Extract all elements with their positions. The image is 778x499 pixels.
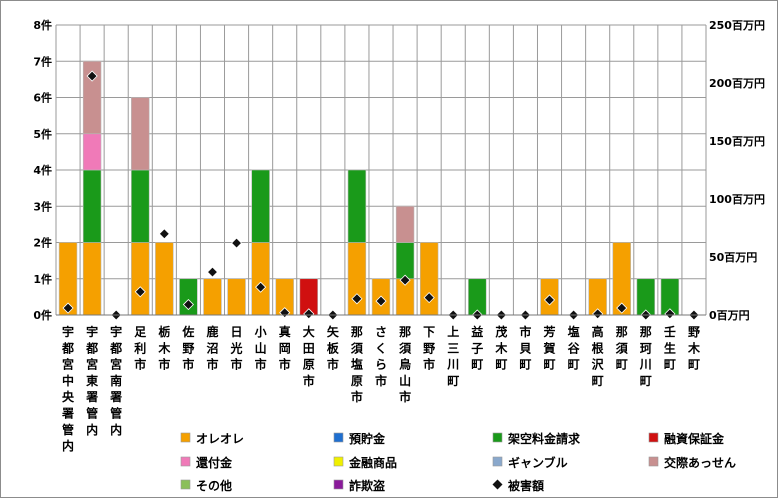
y2-tick-label: 50百万円 [709,251,757,264]
legend-swatch [180,432,191,443]
category-label: 宇都宮東署管内 [85,324,98,437]
category-label: 佐野市 [181,324,194,372]
category-label: 小山市 [255,324,267,372]
y2-tick-label: 0百万円 [709,309,750,322]
bar-segment [155,242,174,316]
damage-marker [616,302,628,314]
bar-segment [251,242,270,316]
category-label: 日光市 [230,325,243,372]
category-label: 矢板市 [327,324,340,372]
category-label: 鹿沼市 [206,324,218,372]
y-tick-label: 6件 [33,91,52,105]
category-label: 那須烏山市 [398,325,412,404]
y-tick-label: 5件 [33,127,52,141]
bar-segment [419,242,439,316]
damage-marker [543,294,556,306]
damage-marker [592,308,604,320]
category-label: 上三川町 [446,324,459,388]
damage-marker [134,286,146,298]
legend-label: 詐欺盗 [349,478,385,493]
legend-swatch [333,432,344,443]
legend-label: 架空料金請求 [507,431,581,446]
bar-segment [131,97,150,171]
y-tick-label: 8件 [33,18,52,32]
category-label: 壬生町 [664,324,676,372]
y2-tick-label: 100百万円 [709,193,765,206]
category-label: 足利市 [134,325,146,372]
bar-segment [251,169,270,243]
category-label: 大田原市 [303,324,315,388]
legend-label: 融資保証金 [664,431,725,446]
y-tick-label: 3件 [33,199,52,213]
legend-label: 還付金 [196,455,233,470]
y2-tick-label: 200百万円 [709,77,765,90]
damage-marker [206,266,219,278]
legend-swatch [180,479,191,490]
y2-tick-label: 250百万円 [709,19,765,32]
bar-segment [131,242,150,316]
damage-marker [399,274,411,286]
damage-marker [86,70,98,82]
legend-label: 預貯金 [349,431,386,446]
category-label: 野木町 [687,325,701,372]
legend-label: 金融商品 [348,455,397,470]
legend-label: その他 [196,478,232,493]
category-label: 那珂川町 [639,325,652,388]
category-label: 下野市 [423,325,435,372]
bar-segment [395,205,415,243]
legend-swatch [333,479,344,490]
damage-marker [303,308,315,320]
damage-marker [351,293,363,305]
bar-segment [82,60,102,135]
bar-segment [395,242,415,280]
damage-marker [664,308,676,320]
legend-label: 被害額 [508,478,544,493]
legend-label: オレオレ [196,432,244,446]
legend-label: ギャンブル [508,455,568,470]
bar-segment [347,169,367,243]
category-label: 塩谷町 [568,324,581,372]
legend-swatch [648,432,659,443]
bar-segment [227,278,246,316]
category-label: 宇都宮中央署管内 [61,324,75,453]
legend-swatch [333,456,344,467]
category-label: 市貝町 [519,324,531,372]
category-label: 那須塩原市 [350,325,364,404]
category-label: さくら市 [375,325,387,388]
y2-tick-label: 150百万円 [709,135,765,148]
damage-marker [255,281,267,293]
category-label: 益子町 [471,324,483,372]
category-label: 芳賀町 [543,324,556,372]
category-label: 茂木町 [494,324,508,372]
damage-marker [423,292,435,304]
bar-segment [82,169,102,243]
damage-marker [182,298,194,311]
legend-swatch [492,432,503,443]
y-tick-label: 1件 [33,272,52,286]
y-tick-label: 7件 [33,54,52,68]
damage-marker [375,295,387,307]
category-label: 那須町 [615,325,629,372]
bar-segment [131,169,150,243]
bar-segment [82,133,102,171]
legend-swatch [648,456,659,467]
damage-marker [158,228,170,240]
damage-marker [230,237,243,249]
y-tick-label: 4件 [33,163,52,177]
y-tick-label: 2件 [33,236,52,250]
legend-swatch [492,479,503,490]
category-label: 真岡市 [279,324,291,372]
bar-segment [203,278,222,316]
legend-label: 交際あっせん [664,455,736,470]
category-label: 宇都宮南署管内 [109,324,122,437]
bar-segment [82,242,102,316]
category-label: 高根沢町 [592,324,605,388]
category-label: 栃木市 [157,324,171,372]
legend-swatch [180,456,191,467]
damage-marker [62,302,74,314]
y-tick-label: 0件 [33,308,52,322]
legend-swatch [492,456,503,467]
